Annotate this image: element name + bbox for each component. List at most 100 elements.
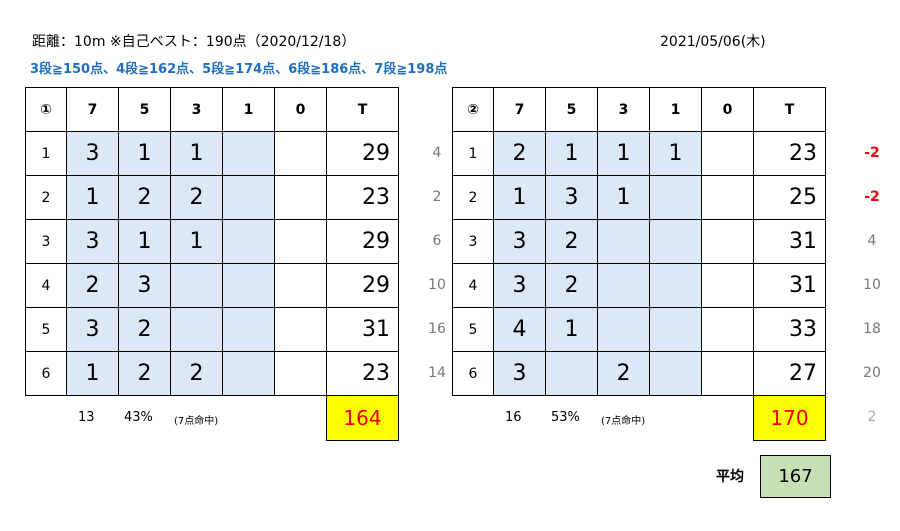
score-cell bbox=[597, 219, 650, 264]
score-cell: 1 bbox=[118, 219, 171, 264]
score-cell bbox=[701, 307, 754, 352]
score-cell bbox=[649, 175, 702, 220]
score-cell: 2 bbox=[170, 351, 223, 396]
header-cell: 1 bbox=[222, 87, 275, 132]
score-cell bbox=[222, 219, 275, 264]
header-cell: 0 bbox=[274, 87, 327, 132]
score-cell: 2 bbox=[118, 351, 171, 396]
score-cell: 3 bbox=[493, 351, 546, 396]
header-cell: 0 bbox=[701, 87, 754, 132]
score-cell: 3 bbox=[66, 307, 119, 352]
score-cell bbox=[170, 263, 223, 308]
average-label: 平均 bbox=[716, 469, 744, 485]
score-cell: 1 bbox=[170, 131, 223, 176]
score-cell: 1 bbox=[597, 175, 650, 220]
left-note: 10 bbox=[428, 277, 446, 293]
row-total: 31 bbox=[326, 307, 399, 352]
score-cell bbox=[649, 219, 702, 264]
score-cell: 1 bbox=[649, 131, 702, 176]
score-cell: 4 bbox=[493, 307, 546, 352]
score-cell: 3 bbox=[493, 263, 546, 308]
date: 2021/05/06(木) bbox=[660, 34, 766, 50]
grade-thresholds: 3段≧150点、4段≧162点、5段≧174点、6段≧186点、7段≧198点 bbox=[30, 62, 448, 77]
row-total: 31 bbox=[753, 219, 826, 264]
score-cell: 3 bbox=[493, 219, 546, 264]
grand-total: 170 bbox=[753, 395, 826, 441]
score-cell: 2 bbox=[170, 175, 223, 220]
header-cell: 5 bbox=[118, 87, 171, 132]
row-total: 23 bbox=[326, 351, 399, 396]
header-cell: 5 bbox=[545, 87, 598, 132]
left-note: 14 bbox=[428, 365, 446, 381]
score-cell bbox=[274, 175, 327, 220]
score-cell: 1 bbox=[170, 219, 223, 264]
score-cell bbox=[274, 219, 327, 264]
row-total: 31 bbox=[753, 263, 826, 308]
hit-rate: 43% bbox=[124, 410, 153, 425]
header-cell: T bbox=[753, 87, 826, 132]
score-cell bbox=[597, 307, 650, 352]
row-total: 33 bbox=[753, 307, 826, 352]
score-cell: 1 bbox=[545, 307, 598, 352]
score-cell: 2 bbox=[597, 351, 650, 396]
score-cell: 3 bbox=[66, 219, 119, 264]
score-cell: 1 bbox=[66, 175, 119, 220]
row-number: 3 bbox=[452, 219, 494, 264]
right-note: 18 bbox=[863, 321, 881, 337]
average-value: 167 bbox=[760, 455, 831, 498]
total-note: 2 bbox=[867, 409, 877, 425]
row-total: 29 bbox=[326, 131, 399, 176]
score-cell bbox=[222, 175, 275, 220]
header-cell: ① bbox=[25, 87, 67, 132]
row-total: 29 bbox=[326, 263, 399, 308]
score-cell bbox=[222, 307, 275, 352]
row-number: 5 bbox=[25, 307, 67, 352]
score-cell bbox=[222, 351, 275, 396]
right-note: -2 bbox=[864, 189, 880, 205]
row-number: 6 bbox=[452, 351, 494, 396]
header-cell: ② bbox=[452, 87, 494, 132]
row-number: 3 bbox=[25, 219, 67, 264]
header-cell: 7 bbox=[493, 87, 546, 132]
score-cell bbox=[649, 263, 702, 308]
right-note: 10 bbox=[863, 277, 881, 293]
row-total: 27 bbox=[753, 351, 826, 396]
header-cell: 3 bbox=[170, 87, 223, 132]
score-cell bbox=[597, 263, 650, 308]
score-cell: 2 bbox=[66, 263, 119, 308]
score-cell bbox=[701, 263, 754, 308]
score-cell bbox=[274, 307, 327, 352]
score-cell: 3 bbox=[118, 263, 171, 308]
score-cell bbox=[222, 131, 275, 176]
row-number: 2 bbox=[25, 175, 67, 220]
header-cell: 3 bbox=[597, 87, 650, 132]
hit-rate-note: (7点命中) bbox=[601, 416, 646, 427]
score-cell: 2 bbox=[118, 307, 171, 352]
right-note: 20 bbox=[863, 365, 881, 381]
right-note: 4 bbox=[867, 233, 877, 249]
score-cell: 2 bbox=[545, 263, 598, 308]
score-cell: 1 bbox=[545, 131, 598, 176]
score-cell bbox=[274, 131, 327, 176]
score-cell bbox=[274, 263, 327, 308]
left-note: 4 bbox=[432, 145, 442, 161]
row-total: 23 bbox=[326, 175, 399, 220]
hit-rate: 53% bbox=[551, 410, 580, 425]
score-cell bbox=[545, 351, 598, 396]
score-cell: 1 bbox=[493, 175, 546, 220]
header-cell: T bbox=[326, 87, 399, 132]
row-number: 1 bbox=[25, 131, 67, 176]
score-cell bbox=[222, 263, 275, 308]
score-cell bbox=[170, 307, 223, 352]
hit-count: 16 bbox=[505, 410, 522, 425]
score-cell: 1 bbox=[118, 131, 171, 176]
score-cell bbox=[701, 175, 754, 220]
score-cell: 1 bbox=[597, 131, 650, 176]
score-cell bbox=[701, 351, 754, 396]
score-cell bbox=[701, 219, 754, 264]
row-number: 4 bbox=[25, 263, 67, 308]
left-note: 6 bbox=[432, 233, 442, 249]
right-note: -2 bbox=[864, 145, 880, 161]
header-cell: 7 bbox=[66, 87, 119, 132]
